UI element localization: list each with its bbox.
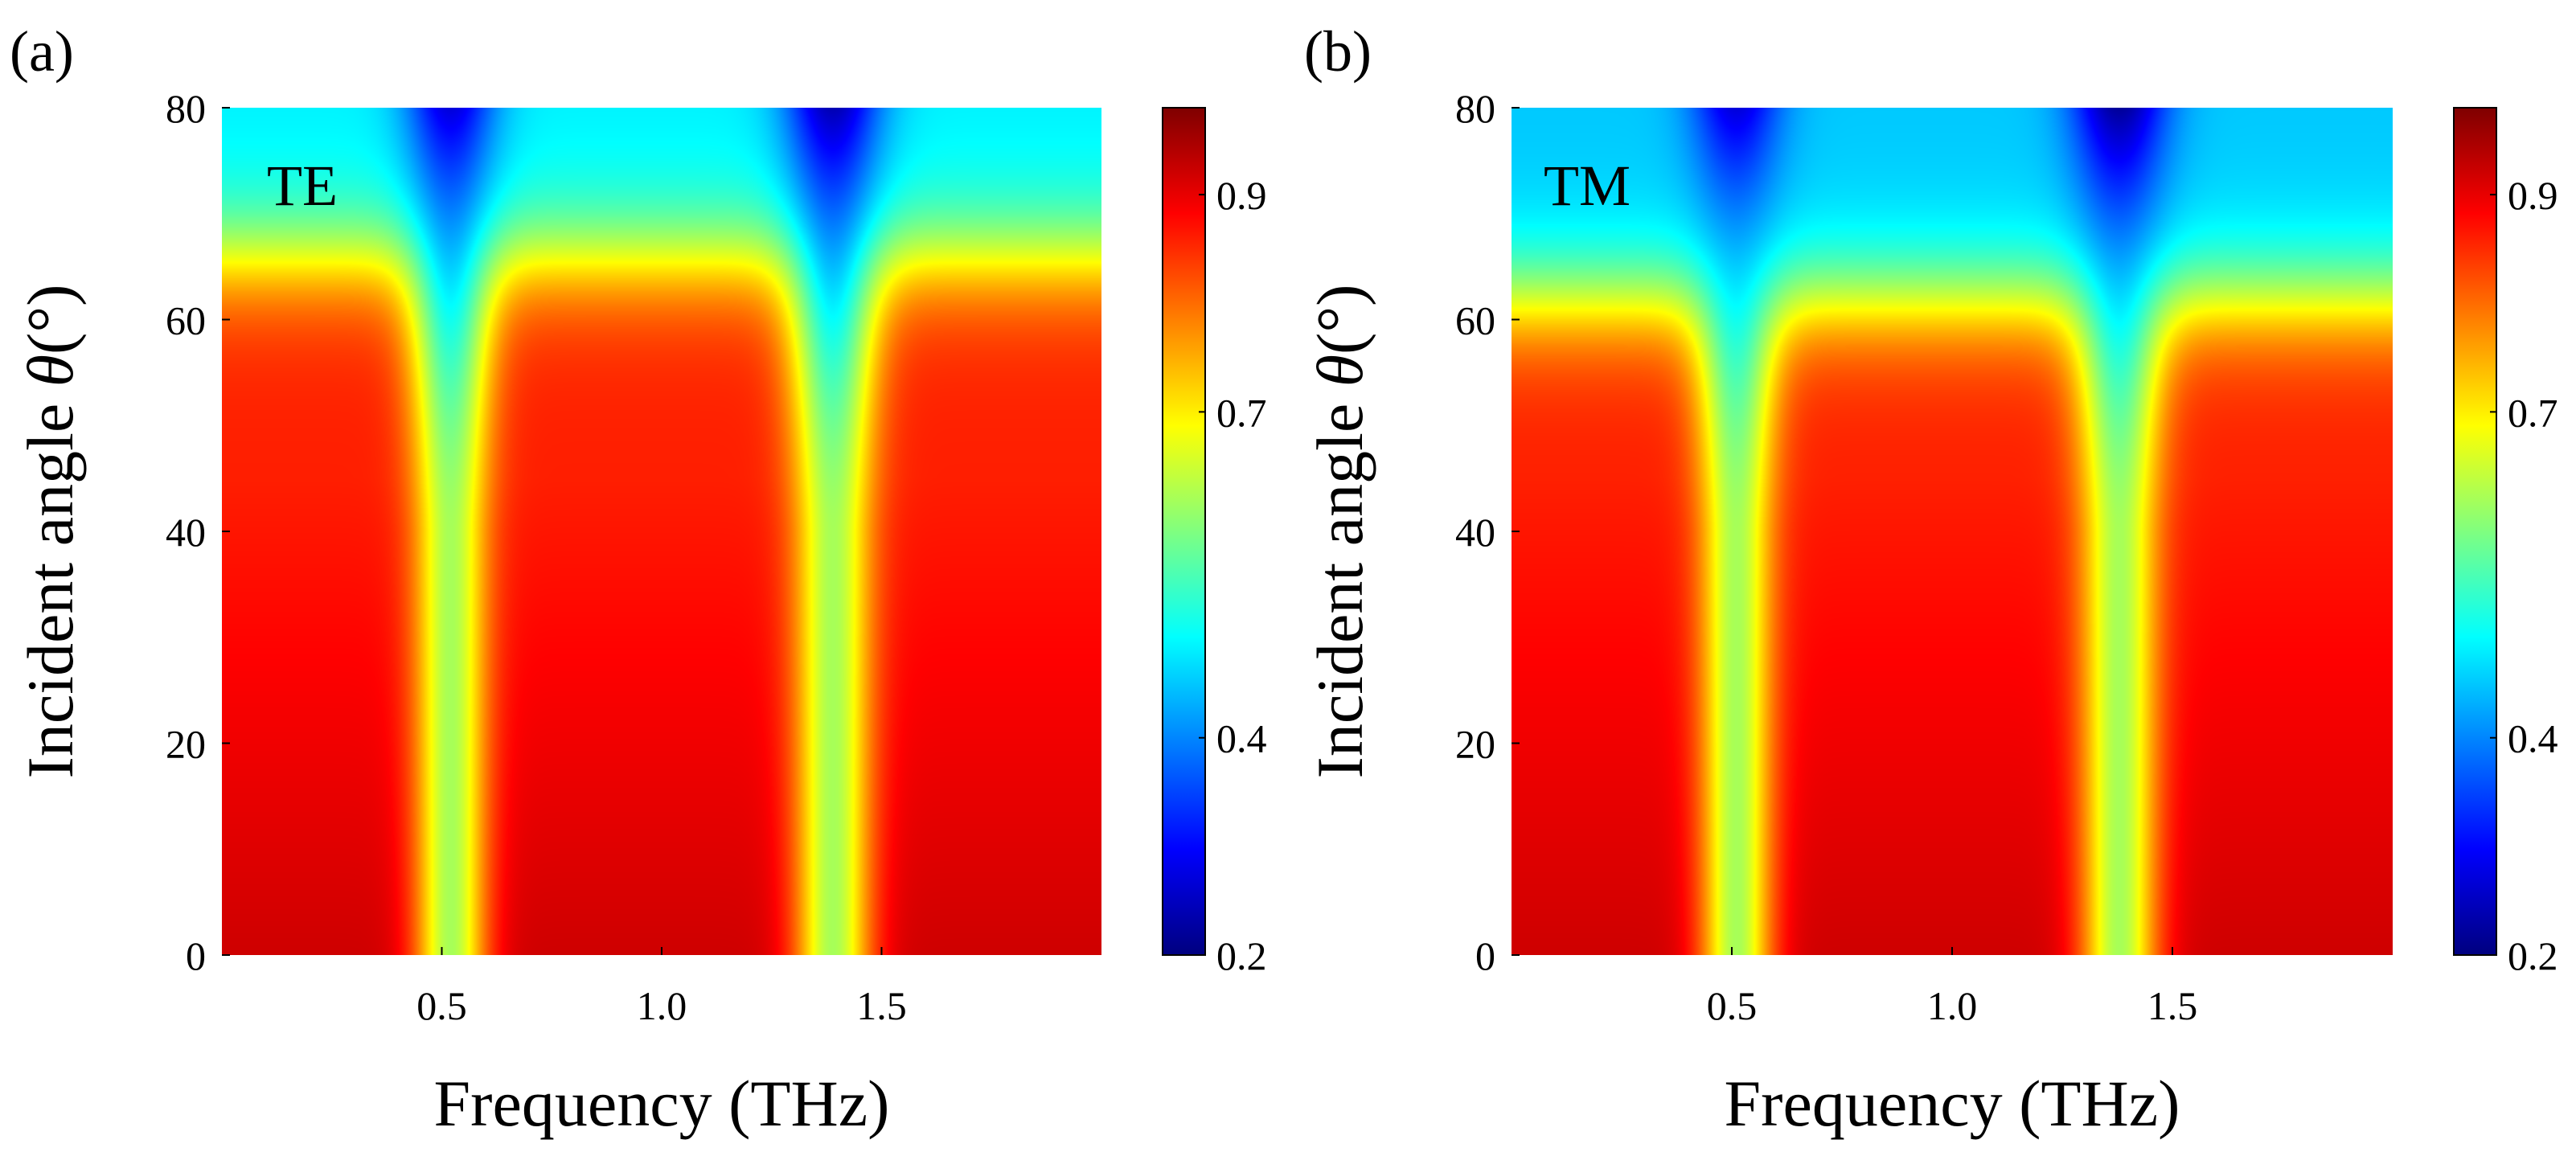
heatmap-plot-area [222,108,1101,955]
y-axis-label: Incident angle θ(°) [14,285,87,779]
colorbar-ticks: 0.2 0.4 0.7 0.9 [2490,173,2558,978]
colorbar-tick-label: 0.4 [1216,716,1267,761]
x-tick-label: 1.0 [637,983,687,1028]
inset-label-tm: TM [1544,154,1631,218]
y-tick-label: 80 [166,86,206,131]
y-tick-label: 20 [166,722,206,767]
inset-label-te: TE [267,154,338,218]
x-axis: 0.5 1.0 1.5 [416,947,907,1028]
colorbar-ticks: 0.2 0.4 0.7 0.9 [1199,173,1267,978]
y-tick-label: 60 [1455,298,1495,343]
colorbar [1162,107,1206,956]
colorbar-tick-label: 0.2 [1216,933,1267,978]
y-tick-label: 0 [1475,933,1495,978]
x-tick-label: 1.0 [1927,983,1978,1028]
x-axis-label: Frequency (THz) [1725,1067,2180,1140]
colorbar [2453,107,2497,956]
colorbar-tick-label: 0.7 [1216,390,1267,435]
heatmap-plot-area [1512,108,2393,955]
colorbar-tick-label: 0.4 [2508,716,2558,761]
y-axis: 0 20 40 60 80 [1455,86,1520,978]
y-tick-label: 0 [186,933,206,978]
y-tick-label: 40 [166,510,206,555]
panel-a: (a) TE 0 20 40 60 80 0.5 1.0 1.5 Frequency (TH… [10,19,1267,1140]
y-tick-label: 40 [1455,510,1495,555]
x-axis-label: Frequency (THz) [434,1067,890,1140]
colorbar-tick-label: 0.9 [1216,173,1267,218]
panel-label: (b) [1304,19,1372,84]
x-axis: 0.5 1.0 1.5 [1707,947,2198,1028]
colorbar-tick-label: 0.9 [2508,173,2558,218]
y-axis: 0 20 40 60 80 [166,86,230,978]
x-tick-label: 1.5 [856,983,907,1028]
y-tick-label: 80 [1455,86,1495,131]
x-tick-label: 0.5 [416,983,467,1028]
y-tick-label: 60 [166,298,206,343]
y-axis-label: Incident angle θ(°) [1303,285,1376,779]
colorbar-tick-label: 0.2 [2508,933,2558,978]
colorbar-tick-label: 0.7 [2508,390,2558,435]
panel-label: (a) [10,19,74,84]
y-tick-label: 20 [1455,722,1495,767]
x-tick-label: 0.5 [1707,983,1758,1028]
panel-b: (b) TM 0 20 40 60 80 0.5 1.0 1.5 Frequency (TH… [1303,19,2558,1140]
x-tick-label: 1.5 [2147,983,2198,1028]
